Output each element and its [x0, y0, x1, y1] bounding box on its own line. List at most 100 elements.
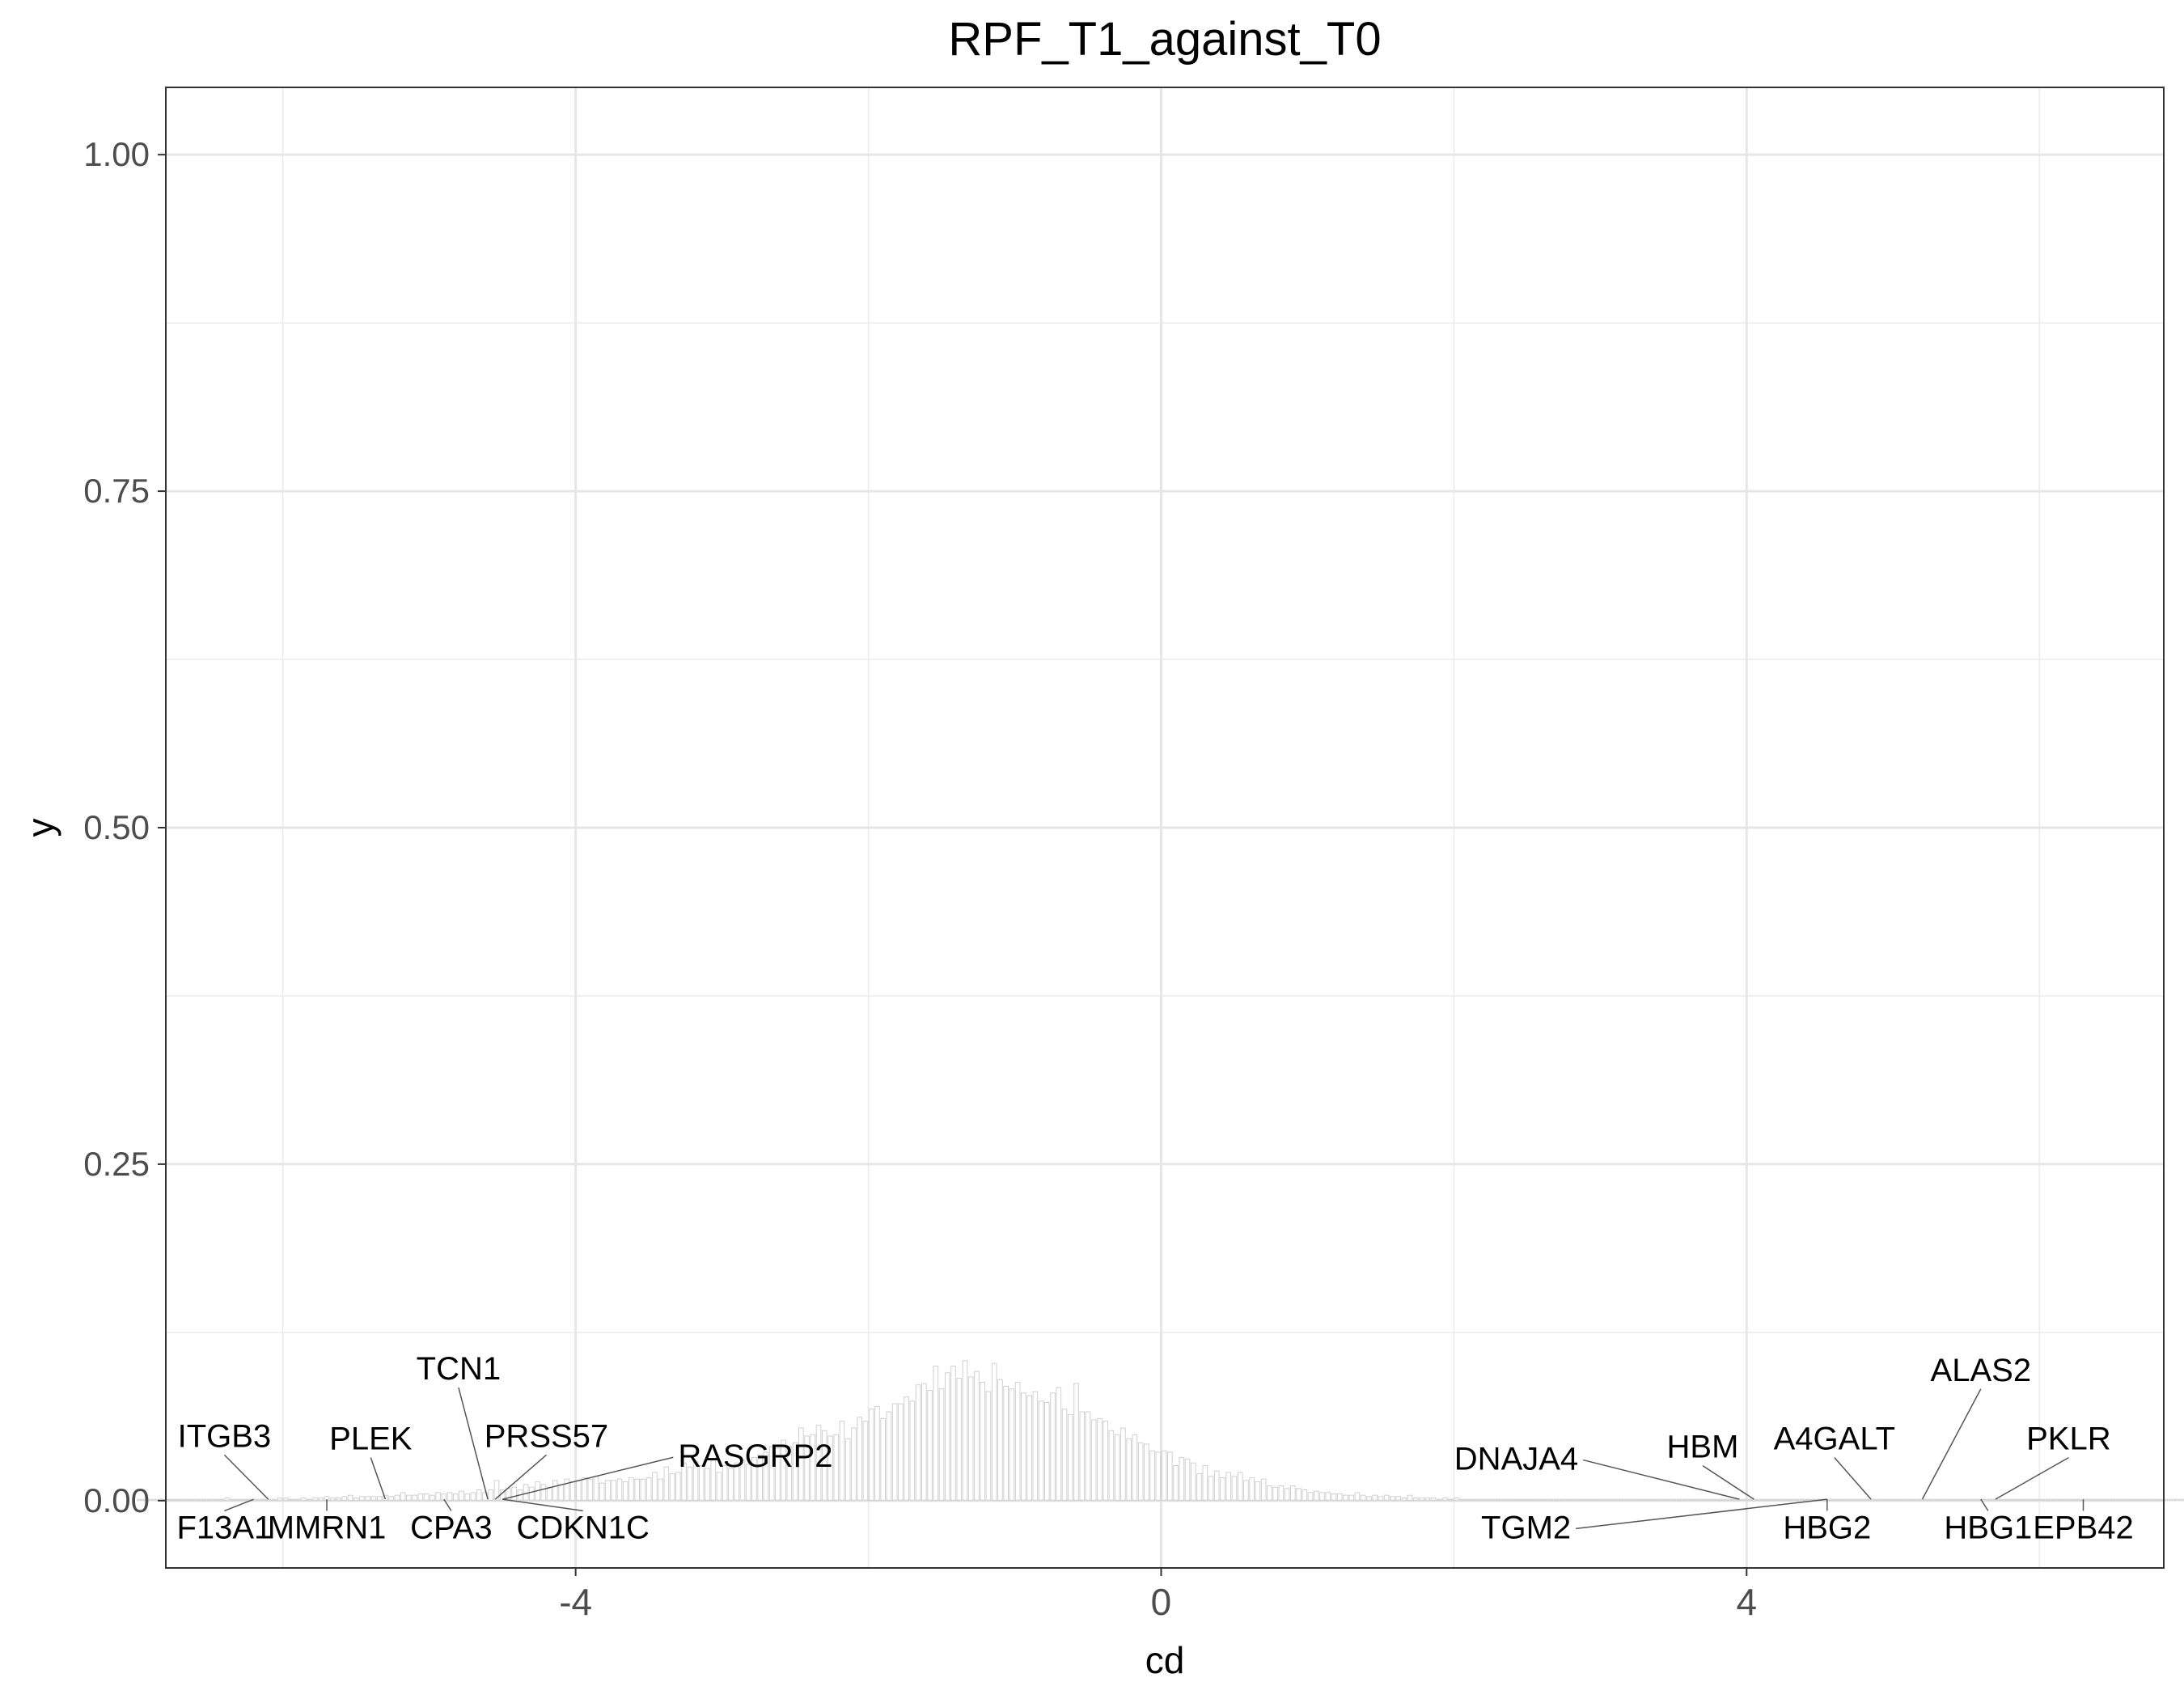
histogram-bar	[1506, 1498, 1513, 1502]
histogram-bar	[1495, 1498, 1500, 1502]
gene-label: PLEK	[329, 1421, 413, 1457]
histogram-bar	[370, 1496, 377, 1502]
histogram-bar	[2139, 1498, 2145, 1502]
histogram-bar	[1741, 1498, 1746, 1502]
histogram-bar	[886, 1411, 892, 1502]
histogram-bar	[1471, 1498, 1478, 1502]
gene-label-leader	[1834, 1457, 1872, 1500]
histogram-bar	[1249, 1477, 1255, 1502]
x-axis: -4 0 4	[559, 1568, 1757, 1623]
histogram-bar	[1969, 1498, 1975, 1502]
histogram-bar	[394, 1494, 400, 1502]
histogram-bar	[1003, 1385, 1009, 1502]
histogram-bar	[1483, 1498, 1489, 1502]
histogram-bar	[1940, 1498, 1946, 1502]
gene-label: DNAJA4	[1454, 1442, 1578, 1477]
histogram-bar	[605, 1480, 611, 1502]
histogram-bar	[1594, 1498, 1601, 1502]
histogram-bar	[2074, 1498, 2080, 1502]
histogram-bar	[1600, 1498, 1606, 1502]
histogram-bar	[1922, 1498, 1928, 1502]
histogram-bar	[1659, 1498, 1665, 1502]
histogram-bar	[962, 1360, 968, 1502]
histogram-bar	[1360, 1494, 1366, 1502]
histogram-bar	[230, 1498, 236, 1502]
histogram-bar	[353, 1497, 359, 1502]
histogram-bar	[1050, 1392, 1056, 1502]
histogram-bar	[991, 1362, 997, 1502]
histogram-bar	[933, 1365, 939, 1502]
histogram-bar	[629, 1477, 634, 1502]
histogram-bar	[1436, 1498, 1442, 1502]
histogram-bar	[658, 1478, 663, 1502]
histogram-bar	[1963, 1498, 1970, 1502]
histogram-bar	[1951, 1498, 1958, 1502]
x-axis-title: cd	[1145, 1639, 1185, 1681]
histogram-bar	[201, 1498, 207, 1502]
histogram-bar	[1454, 1497, 1460, 1502]
histogram-bar	[652, 1472, 658, 1502]
histogram-bar	[1459, 1498, 1466, 1502]
histogram-bar	[1729, 1498, 1735, 1502]
histogram-bar	[710, 1460, 717, 1502]
x-tick-label: 4	[1736, 1581, 1757, 1623]
histogram-bar	[1255, 1481, 1261, 1502]
gene-label: CPA3	[410, 1510, 493, 1545]
histogram-bar	[1705, 1498, 1712, 1502]
histogram-bar	[1085, 1411, 1091, 1502]
histogram-bar	[1032, 1391, 1039, 1502]
histogram-bar	[891, 1403, 898, 1502]
histogram-bar	[862, 1421, 869, 1502]
histogram-bar	[1770, 1498, 1776, 1502]
histogram-bar	[1869, 1498, 1876, 1502]
histogram-bar	[1916, 1498, 1923, 1502]
histogram-bar	[1009, 1388, 1015, 1502]
histogram-bar	[1179, 1457, 1185, 1502]
histogram-bar	[821, 1430, 827, 1502]
gene-label-leader	[223, 1454, 269, 1500]
histogram-bar	[2039, 1498, 2046, 1502]
histogram-bar	[2004, 1498, 2010, 1502]
histogram-bar	[757, 1454, 763, 1502]
histogram-bar	[1934, 1498, 1940, 1502]
histogram-bar	[1945, 1498, 1952, 1502]
histogram-bar	[967, 1376, 974, 1502]
histogram-bar	[1612, 1498, 1618, 1502]
histogram-bar	[260, 1498, 265, 1502]
histogram-bar	[1161, 1450, 1167, 1502]
histogram-bar	[705, 1468, 710, 1502]
histogram-bar	[722, 1465, 728, 1502]
histogram-bar	[1395, 1496, 1401, 1502]
histogram-bar	[1881, 1498, 1887, 1502]
histogram-bar	[1390, 1496, 1395, 1502]
histogram-bar	[1553, 1498, 1560, 1502]
gene-label: EPB42	[2033, 1510, 2134, 1545]
histogram-bar	[1565, 1498, 1571, 1502]
histogram-bar	[2115, 1498, 2122, 1502]
histogram-bar	[376, 1496, 383, 1502]
histogram-bar	[1974, 1498, 1981, 1502]
histogram-bar	[1424, 1497, 1431, 1502]
histogram-bar	[1846, 1498, 1852, 1502]
histogram-bar	[1325, 1492, 1331, 1502]
histogram-bar	[2028, 1498, 2034, 1502]
histogram-bar	[476, 1489, 482, 1502]
histogram-bar	[1290, 1485, 1296, 1502]
histogram-bar	[1413, 1497, 1419, 1502]
gene-label: ALAS2	[1931, 1353, 2032, 1388]
histogram-bar	[1875, 1498, 1881, 1502]
histogram-bar	[1500, 1498, 1507, 1502]
histogram-bar	[1348, 1494, 1355, 1502]
histogram-bar	[1383, 1494, 1390, 1502]
histogram-bar	[1477, 1498, 1484, 1502]
histogram-bar	[1061, 1409, 1068, 1502]
histogram-bar	[1641, 1498, 1647, 1502]
histogram-bar	[271, 1498, 277, 1502]
histogram-bar	[599, 1482, 605, 1502]
histogram-bar	[745, 1464, 751, 1502]
gene-label: TGM2	[1481, 1510, 1571, 1545]
histogram-bar	[675, 1472, 681, 1502]
histogram-bar	[1108, 1430, 1115, 1502]
histogram-bar	[2086, 1498, 2093, 1502]
